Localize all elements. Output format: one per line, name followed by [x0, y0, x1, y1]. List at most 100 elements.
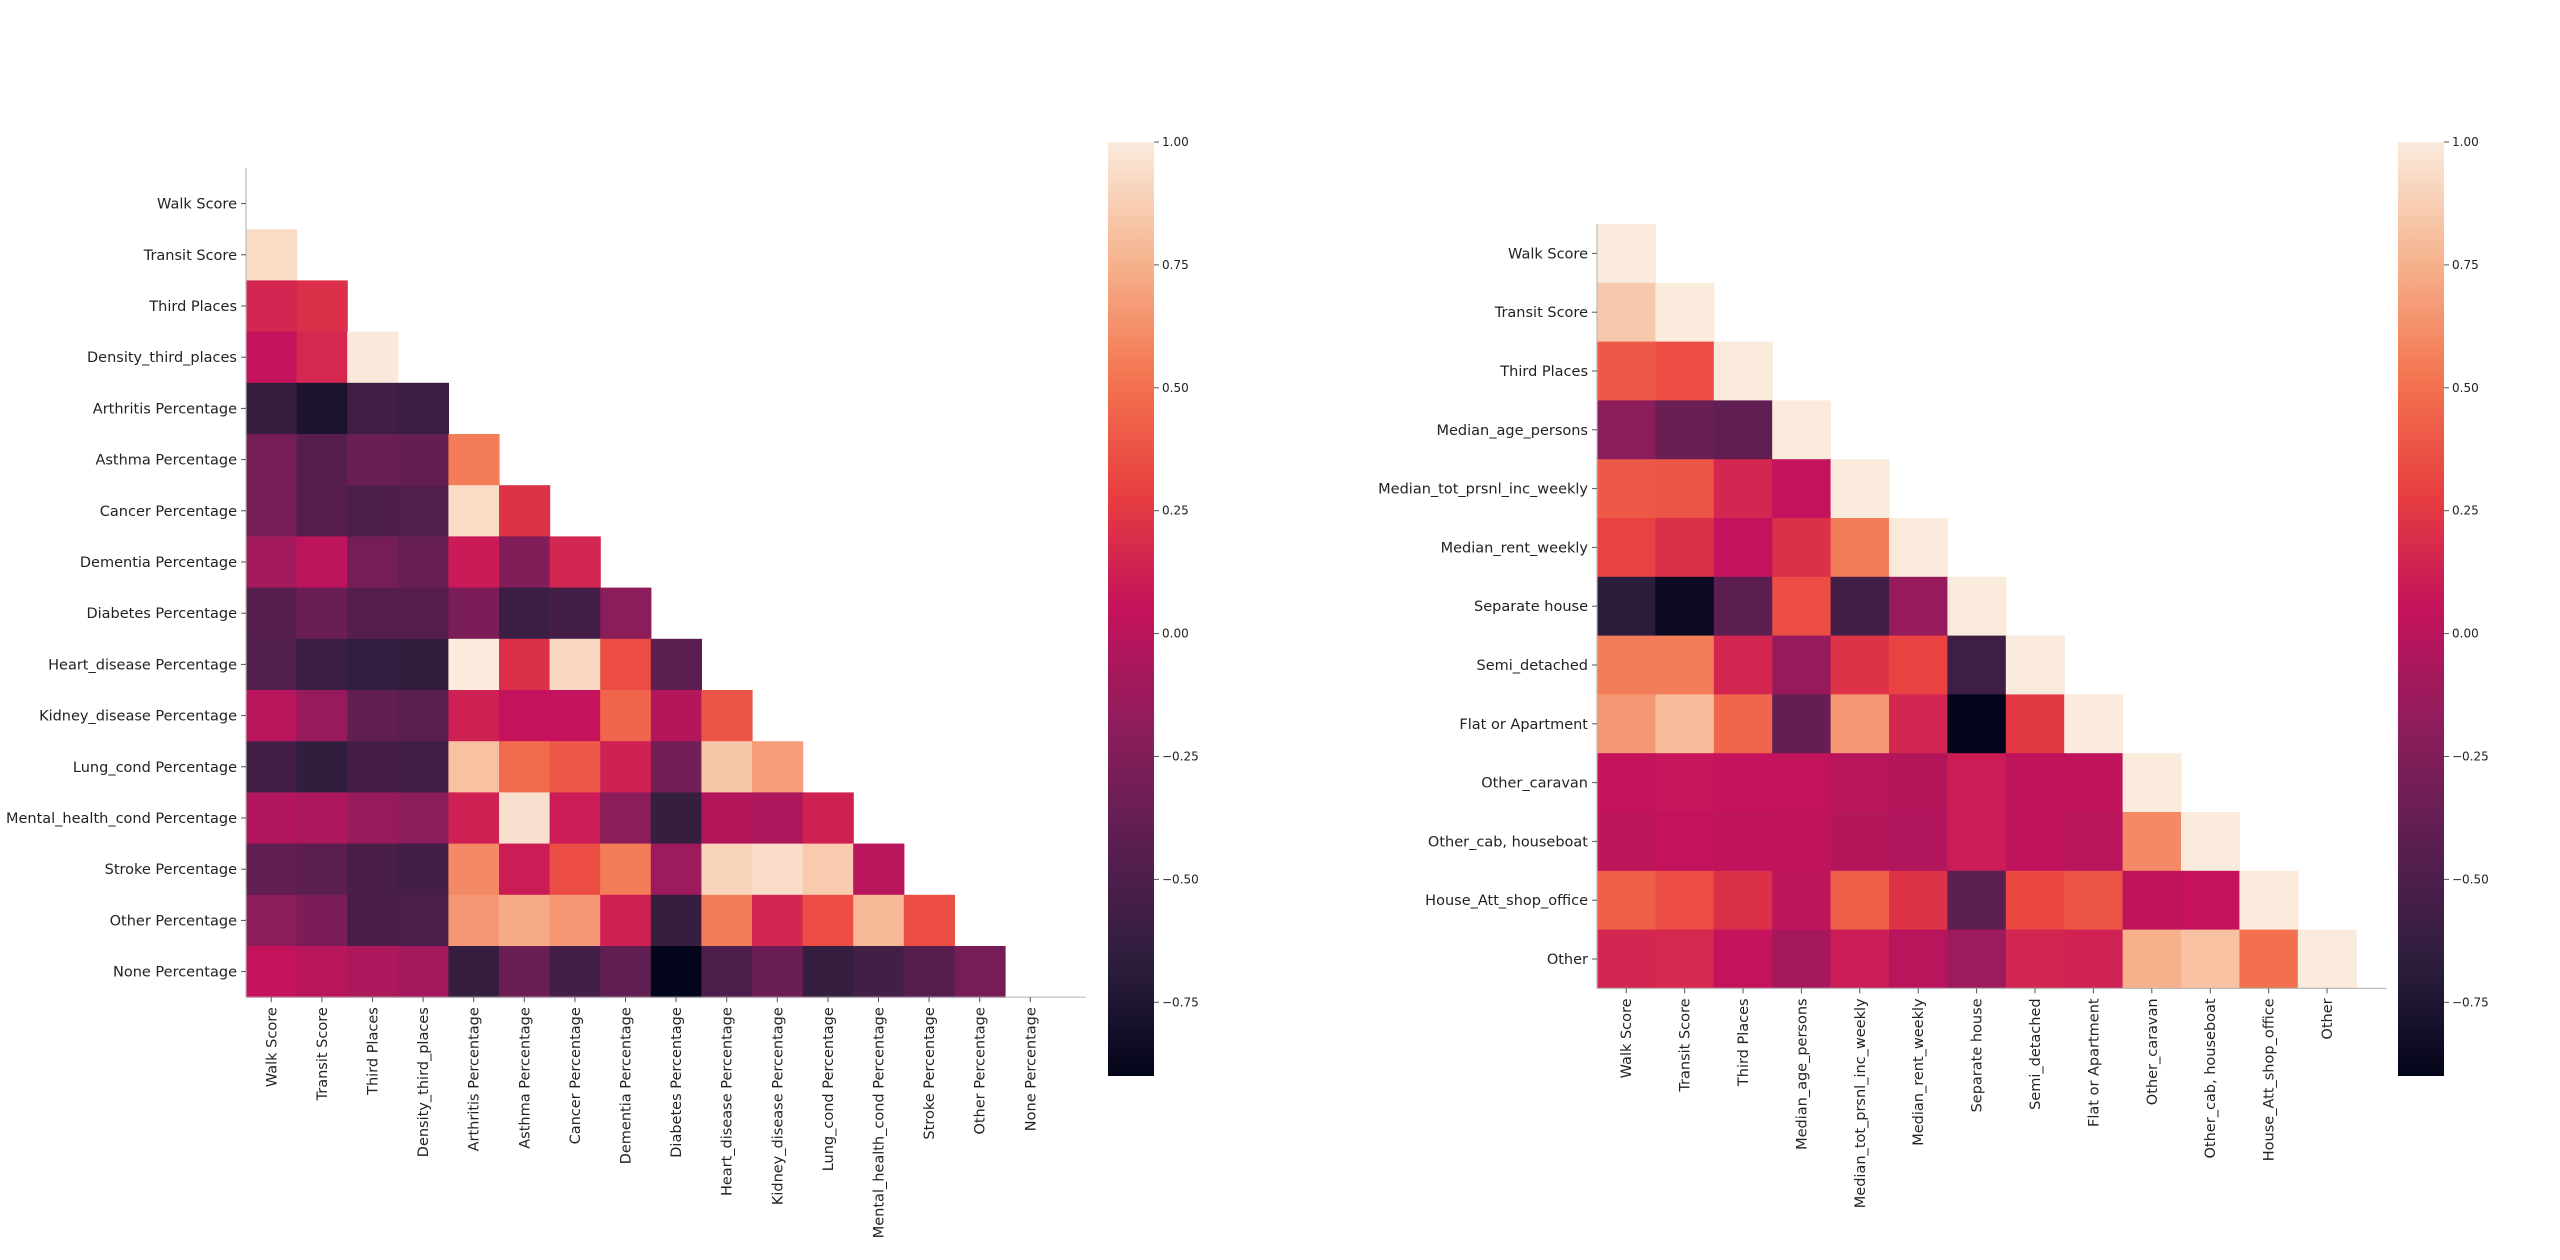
heatmap-cell — [347, 536, 399, 589]
y-tick-label: Other_caravan — [1481, 776, 1588, 792]
colorbar: 1.00 0.75 0.50 0.25 0.00 −0.25 −0.50 −0.75 — [1108, 135, 1199, 1076]
colorbar-tick-label: 0.00 — [2452, 627, 2479, 641]
heatmap-cell — [397, 485, 449, 537]
heatmap-cell — [1713, 694, 1773, 754]
heatmap-cell — [1597, 459, 1656, 519]
heatmap-cell — [853, 946, 905, 998]
heatmap-cell — [600, 741, 652, 793]
heatmap-cell — [802, 843, 854, 896]
y-tick-label: None Percentage — [113, 965, 237, 981]
heatmap-cell — [448, 792, 500, 845]
heatmap-cell — [1947, 929, 2007, 989]
heatmap-cell — [1772, 400, 1832, 460]
heatmap-cell — [1597, 812, 1656, 872]
heatmap-cell — [1830, 576, 1890, 637]
heatmap-cell — [499, 741, 551, 793]
heatmap-cell — [397, 894, 449, 947]
heatmap-cell — [246, 536, 298, 589]
heatmap-cell — [2064, 812, 2124, 872]
y-tick-label: Other Percentage — [110, 913, 237, 929]
heatmap-cell — [1889, 812, 1948, 872]
heatmap-cell — [752, 843, 804, 896]
y-tick-label: Walk Score — [1508, 246, 1588, 262]
heatmap-cell — [1713, 812, 1773, 872]
heatmap-cell — [650, 946, 702, 998]
heatmap-cell — [2122, 753, 2182, 813]
heatmap-cell — [1655, 400, 1715, 460]
colorbar-tick-label: 0.00 — [1162, 627, 1189, 641]
y-tick-label: Other — [1547, 952, 1588, 968]
heatmap-cell — [903, 894, 955, 947]
x-tick-label: Flat or Apartment — [2086, 998, 2102, 1127]
heatmap-cell — [1713, 870, 1773, 931]
heatmap-cell — [296, 331, 348, 384]
x-tick-label: Stroke Percentage — [922, 1007, 938, 1139]
heatmap-cell — [1597, 870, 1656, 931]
x-tick-label: Other_cab, houseboat — [2203, 998, 2219, 1158]
heatmap-cell — [1597, 341, 1656, 401]
heatmap-cell — [246, 843, 298, 896]
y-tick-label: Median_age_persons — [1436, 423, 1588, 439]
heatmap-cell — [1772, 635, 1832, 695]
heatmap-cell — [650, 792, 702, 845]
heatmap-cell — [1597, 576, 1656, 637]
heatmap-cell — [499, 690, 551, 742]
heatmap-cell — [246, 690, 298, 742]
colorbar-tick-label: −0.50 — [2452, 872, 2489, 886]
heatmap-cell — [2239, 870, 2299, 931]
heatmap-cell — [296, 946, 348, 998]
x-tick-label: Arthritis Percentage — [467, 1007, 483, 1151]
heatmap-cell — [1772, 576, 1832, 637]
heatmap-cell — [1713, 400, 1773, 460]
heatmap-cell — [1947, 694, 2007, 754]
heatmap-cell — [246, 587, 298, 640]
heatmap-cell — [1889, 694, 1948, 754]
heatmap-cell — [448, 894, 500, 947]
heatmap-cell — [2181, 870, 2240, 931]
y-tick-label: Asthma Percentage — [95, 453, 237, 469]
heatmap-cell — [347, 485, 399, 537]
heatmap-cell — [549, 843, 601, 896]
heatmap-cell — [600, 946, 652, 998]
heatmap-cell — [1830, 635, 1890, 695]
y-tick-label: Flat or Apartment — [1459, 717, 1588, 733]
y-tick-label: Arthritis Percentage — [93, 401, 237, 417]
heatmap-cell — [701, 946, 753, 998]
heatmap-cell — [1772, 518, 1832, 578]
heatmap-cell — [2181, 929, 2240, 989]
heatmap-cell — [1655, 929, 1715, 989]
heatmap-cell — [1713, 576, 1773, 637]
heatmap-cell — [1772, 929, 1832, 989]
x-tick-label: Lung_cond Percentage — [821, 1007, 837, 1171]
heatmap-cell — [1772, 753, 1832, 813]
y-tick-label: Stroke Percentage — [105, 862, 237, 878]
heatmap-cell — [1713, 635, 1773, 695]
heatmap-cell — [347, 382, 399, 435]
x-tick-label: Median_rent_weekly — [1911, 998, 1927, 1146]
heatmap-cell — [499, 894, 551, 947]
heatmap-cell — [1889, 518, 1948, 578]
heatmap-cell — [2122, 870, 2182, 931]
x-tick-label: Third Places — [366, 1007, 382, 1096]
heatmap-cell — [701, 792, 753, 845]
heatmap-cell — [549, 536, 601, 589]
heatmap-cell — [701, 741, 753, 793]
heatmap-cell — [499, 485, 551, 537]
heatmap-cell — [2297, 929, 2357, 989]
heatmap-cell — [397, 792, 449, 845]
heatmap-cell — [296, 792, 348, 845]
heatmap-cell — [1889, 576, 1948, 637]
x-tick-label: Transit Score — [1678, 998, 1694, 1092]
y-tick-label: Mental_health_cond Percentage — [6, 811, 237, 827]
x-tick-label: Semi_detached — [2028, 998, 2044, 1110]
heatmap-cell — [903, 946, 955, 998]
y-tick-label: Dementia Percentage — [80, 555, 237, 571]
heatmap-cell — [499, 638, 551, 691]
heatmap-cell — [2005, 929, 2065, 989]
x-tick-label: Walk Score — [1619, 998, 1635, 1078]
heatmap-cell — [1655, 812, 1715, 872]
y-tick-label: Kidney_disease Percentage — [39, 709, 237, 725]
x-tick-label: Asthma Percentage — [517, 1007, 533, 1149]
colorbar-tick-label: −0.50 — [1162, 872, 1199, 886]
